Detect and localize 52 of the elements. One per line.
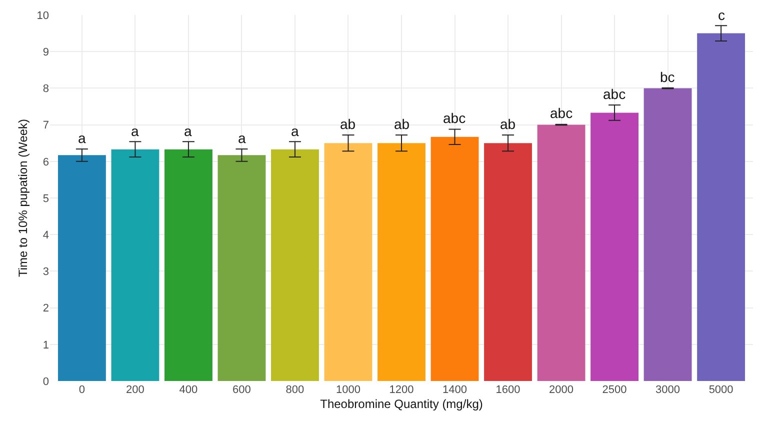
x-tick-label: 1000: [336, 384, 360, 396]
y-tick-label: 6: [42, 156, 49, 168]
data-label: a: [184, 123, 192, 139]
data-label: ab: [500, 116, 516, 132]
y-tick-label: 2: [42, 302, 49, 315]
bar: [218, 155, 266, 381]
y-tick-label: 7: [42, 120, 49, 132]
data-label: ab: [394, 116, 410, 132]
bar: [537, 124, 586, 381]
x-tick-label: 2000: [549, 384, 574, 396]
y-axis-title: Time to 10% pupation (Week): [16, 118, 30, 278]
data-label: bc: [660, 69, 675, 85]
x-tick-label: 400: [179, 384, 198, 396]
y-tick-label: 0: [42, 376, 49, 388]
y-tick-label: 5: [42, 192, 49, 205]
x-tick-label: 5000: [708, 384, 734, 396]
bar: [378, 143, 426, 381]
x-tick-label: 1200: [389, 384, 414, 396]
y-tick-label: 9: [42, 46, 49, 58]
x-tick-label: 200: [126, 384, 144, 396]
data-label: a: [131, 123, 139, 139]
data-label: a: [238, 130, 246, 146]
y-tick-label: 10: [36, 10, 49, 22]
bar: [111, 149, 160, 381]
bar: [697, 33, 746, 381]
bar: [58, 155, 106, 381]
x-tick-label: 3000: [656, 384, 680, 396]
data-label: abc: [603, 86, 626, 102]
bar: [164, 149, 212, 381]
bar: [590, 112, 638, 381]
y-tick-label: 1: [42, 339, 49, 352]
bar: [324, 143, 372, 381]
x-tick-label: 2500: [602, 384, 627, 396]
y-tick-label: 8: [42, 83, 49, 96]
y-tick-label: 3: [42, 266, 49, 278]
x-axis-title: Theobromine Quantity (mg/kg): [320, 396, 483, 411]
x-tick-label: 1400: [442, 384, 467, 396]
data-label: abc: [550, 105, 573, 121]
bar: [430, 136, 479, 381]
data-label: c: [718, 7, 725, 23]
bar: [644, 88, 692, 381]
data-label: abc: [443, 110, 466, 126]
y-tick-label: 4: [42, 229, 49, 242]
bar: [271, 149, 319, 381]
x-tick-label: 0: [78, 384, 86, 396]
data-label: a: [78, 130, 86, 146]
x-tick-label: 800: [286, 384, 304, 396]
data-label: a: [291, 123, 299, 139]
data-label: ab: [340, 116, 356, 132]
x-tick-label: 600: [232, 384, 251, 396]
bar: [484, 143, 532, 381]
x-tick-label: 1600: [496, 384, 520, 396]
